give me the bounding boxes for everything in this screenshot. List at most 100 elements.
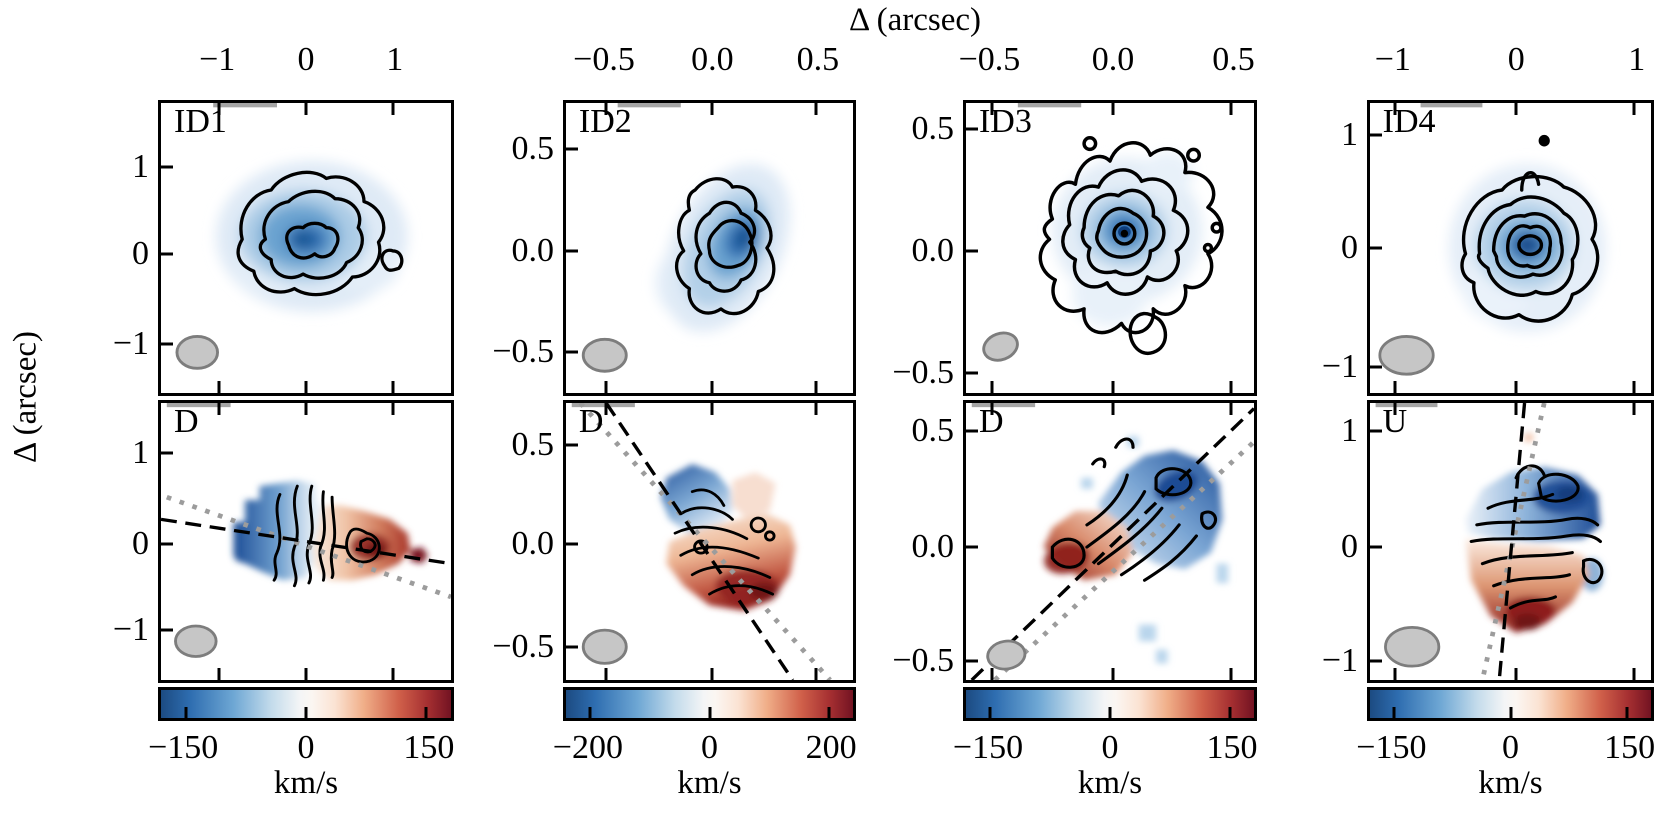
axis-tick (1632, 381, 1636, 393)
panel-moment1-id1: D 1 0 −1 (113, 400, 454, 683)
panel-label: ID4 (1382, 103, 1436, 140)
beam-ellipse (581, 337, 628, 373)
left-axis-title: Δ (arcsec) (7, 330, 44, 464)
colorbar-tick (424, 707, 428, 718)
beam-ellipse (982, 331, 1019, 362)
beam-ellipse (174, 624, 218, 658)
axis-tick (990, 103, 994, 115)
axis-tick (217, 381, 221, 393)
column-id3: −0.5 0.0 0.5 (892, 0, 1258, 818)
panel-moment0-id3: ID3 0.5 0.0 −0.5 (892, 100, 1257, 396)
x-tick-label: 0.0 (1091, 41, 1135, 78)
moment1-map-id4 (1375, 403, 1604, 680)
panel-moment1-id2: D 0.5 0.0 −0.5 (492, 400, 856, 683)
axis-tick (710, 403, 714, 415)
y-tick-label: −1 (112, 324, 149, 362)
axis-tick (217, 668, 221, 680)
axis-tick (1370, 429, 1382, 433)
x-tick-label: −1 (1374, 41, 1411, 78)
axis-tick (1229, 381, 1233, 393)
axis-tick (566, 350, 578, 354)
axis-tick (966, 371, 978, 375)
intensity-contours (236, 170, 404, 297)
axis-tick (710, 668, 714, 680)
axis-tick (814, 103, 818, 115)
dashed-axis (970, 407, 1254, 680)
x-tick-labels: −0.5 0.0 0.5 (959, 38, 1257, 82)
axis-tick (217, 403, 221, 415)
axis-tick (966, 249, 978, 253)
axis-tick (604, 403, 608, 415)
axis-tick (161, 542, 173, 546)
axis-tick (1229, 668, 1233, 680)
panel-label: D (578, 403, 604, 440)
column-id2: −0.5 0.0 0.5 (492, 0, 857, 818)
axis-tick (161, 451, 173, 455)
y-tick-label: 0.5 (511, 130, 555, 168)
panel-moment0-id2: ID2 0.5 0.0 −0.5 (492, 100, 856, 396)
x-tick-label: 0.5 (1212, 41, 1255, 78)
dashed-axis (1497, 403, 1527, 680)
intensity-blob (1448, 163, 1607, 333)
moment0-map-id1 (175, 103, 408, 370)
y-tick-label: 0 (132, 234, 149, 272)
y-tick-label: 1 (132, 147, 149, 185)
column-id4: −1 0 1 (1322, 0, 1656, 818)
axis-tick (566, 147, 578, 151)
axis-tick (1370, 133, 1382, 137)
panel-moment0-id4: ID4 1 0 −1 (1322, 100, 1654, 396)
panel-moment1-id4: U 1 0 −1 (1322, 400, 1654, 683)
intensity-contours (675, 177, 776, 316)
y-tick-label: −0.5 (492, 627, 554, 665)
y-tick-label: 0.0 (511, 525, 555, 563)
y-tick-label: 0.0 (511, 231, 555, 269)
colorbar-tick-label: 200 (805, 729, 857, 766)
axis-tick (604, 668, 608, 680)
axis-tick (814, 381, 818, 393)
axis-tick (814, 403, 818, 415)
y-tick-label: 0.5 (911, 110, 955, 148)
moment1-map-id2 (571, 403, 832, 680)
x-tick-label: 0 (297, 41, 315, 78)
axis-tick (161, 342, 173, 346)
colorbar (158, 687, 454, 721)
colorbar-tick-label: 150 (1604, 729, 1656, 766)
intensity-contours (1460, 171, 1600, 323)
panel-moment1-id3: D 0.5 0.0 −0.5 (892, 400, 1257, 683)
colorbar-unit: km/s (1077, 765, 1143, 801)
axis-tick (1370, 365, 1382, 369)
colorbar-tick (1228, 707, 1232, 718)
x-tick-label: −1 (199, 41, 236, 78)
colorbar-tick-label: 150 (1206, 729, 1258, 766)
colorbar-tick-labels: −150 0 150 (953, 726, 1258, 770)
colorbar-tick (1108, 707, 1112, 718)
colorbar-tick-label: −200 (552, 729, 623, 766)
axis-tick (161, 252, 173, 256)
moment0-map-id4 (1378, 103, 1607, 376)
moment0-map-id3 (982, 103, 1224, 362)
y-tick-label: 0.0 (911, 231, 955, 269)
colorbar-unit: km/s (677, 765, 742, 801)
axis-tick (1514, 403, 1518, 415)
colorbar (563, 687, 856, 721)
axis-tick (1393, 403, 1397, 415)
axis-tick (1229, 103, 1233, 115)
y-tick-label: 0.0 (911, 528, 955, 566)
axis-tick (1370, 246, 1382, 250)
isovelocity-contours (272, 484, 381, 588)
dashed-axis (604, 403, 795, 680)
colorbar-tick-label: −150 (1356, 729, 1427, 766)
axis-tick (1111, 103, 1115, 115)
colorbar-tick-label: 150 (403, 729, 455, 766)
axis-tick (1111, 381, 1115, 393)
axis-tick (304, 381, 308, 393)
axis-tick (1111, 668, 1115, 680)
dotted-axis (1480, 403, 1547, 680)
axis-tick (1370, 545, 1382, 549)
axis-tick (566, 645, 578, 649)
x-tick-label: 1 (1628, 41, 1646, 78)
blueshifted-region (660, 463, 733, 536)
axis-tick (710, 103, 714, 115)
beam-ellipse (1378, 334, 1435, 376)
axis-tick (1514, 668, 1518, 680)
